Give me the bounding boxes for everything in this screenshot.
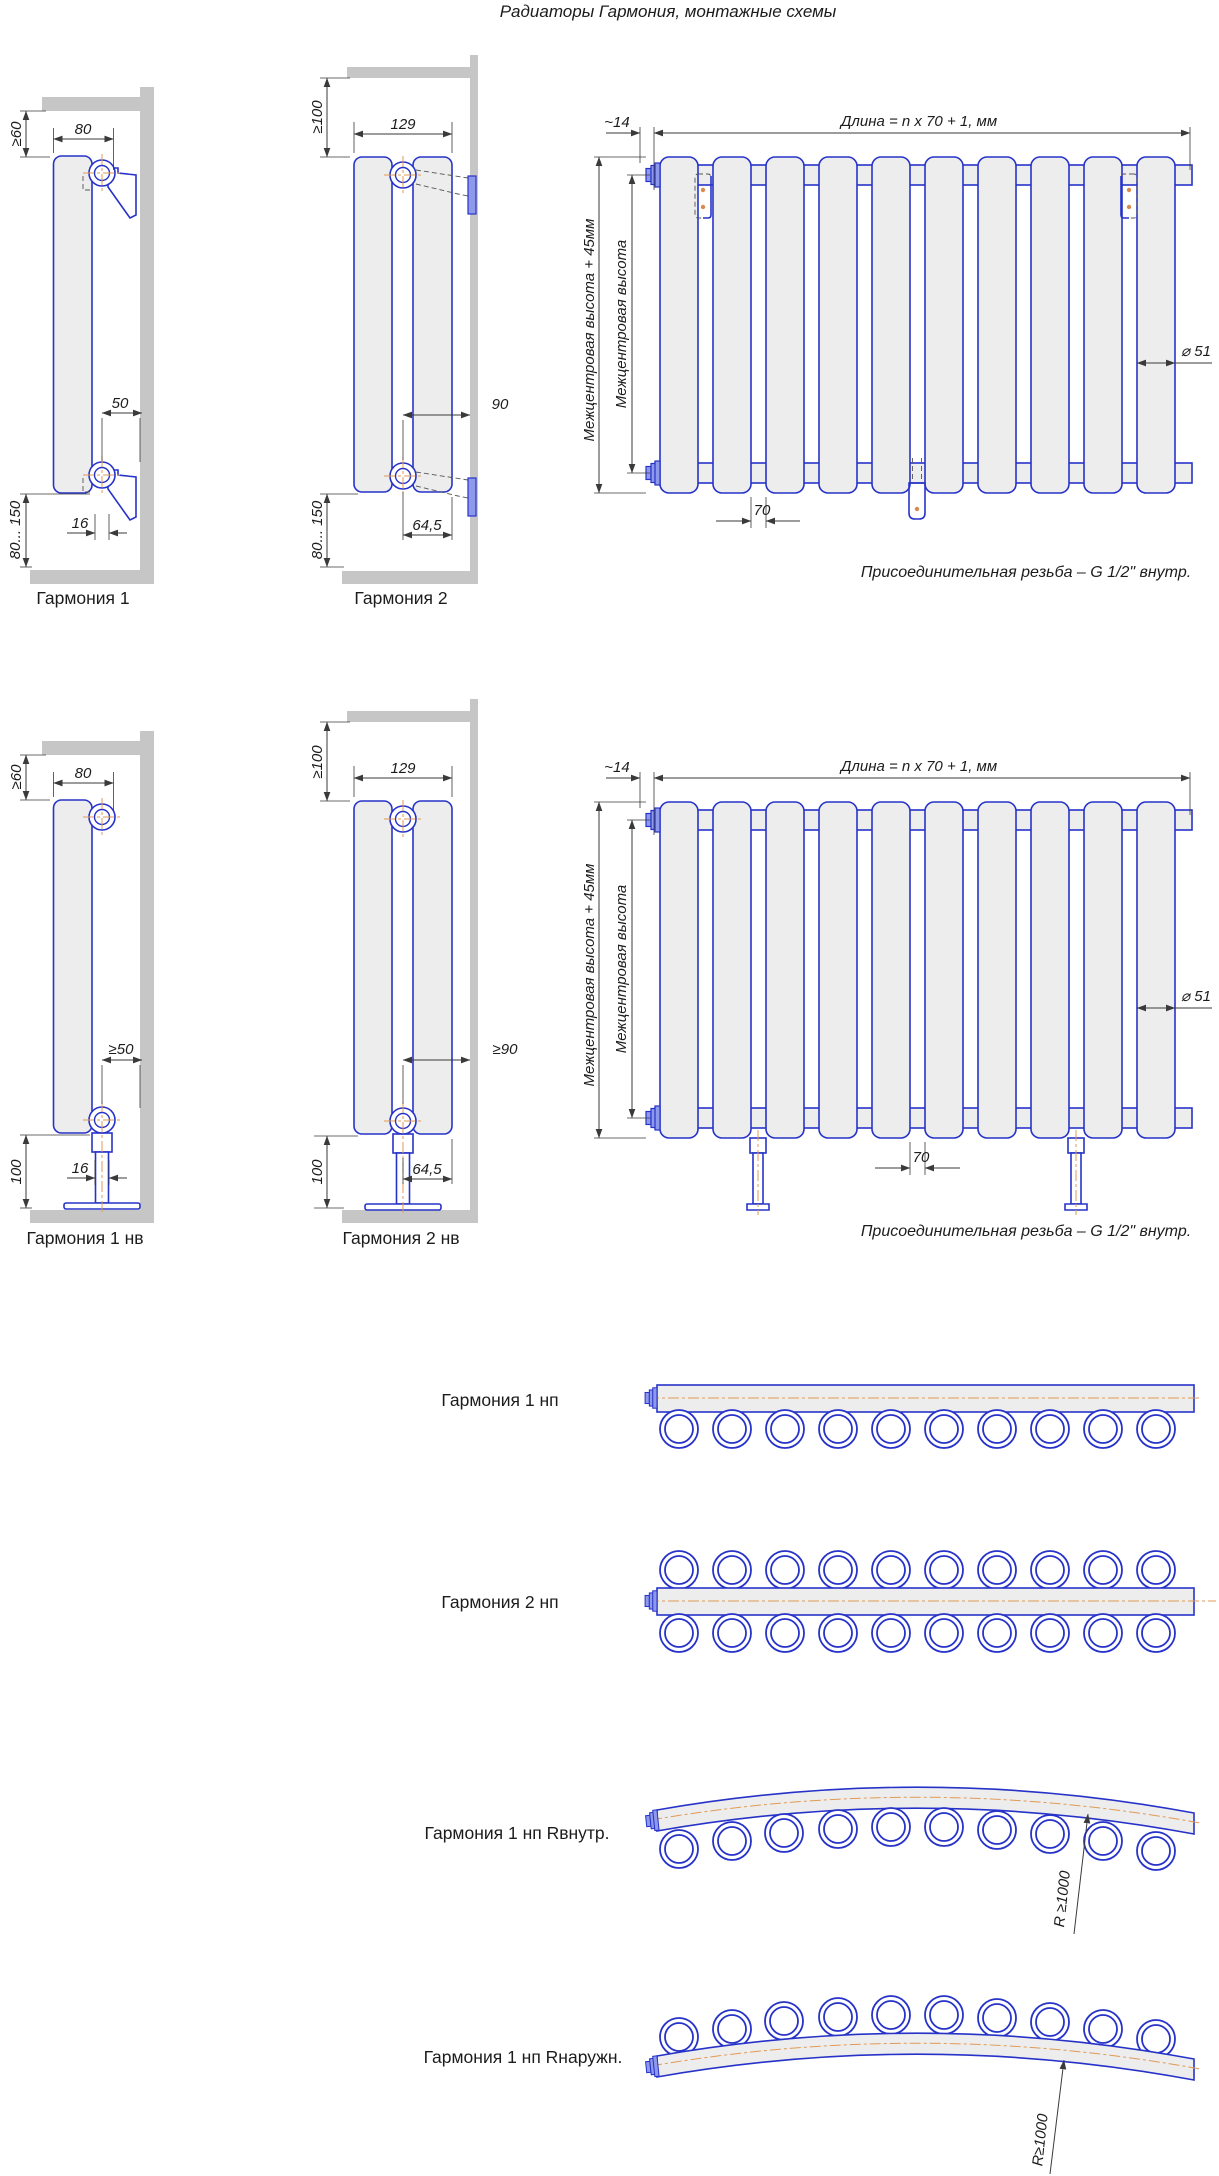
front-view-floor-mounted: ~14 Длина = n x 70 + 1, мм Межцентровая … [581, 758, 1212, 1240]
radius-leader [1073, 1813, 1091, 1935]
dim-length-formula: Длина = n x 70 + 1, мм [839, 758, 997, 775]
end-plug [644, 1809, 660, 1832]
radiator-column-rear [412, 800, 453, 1135]
radiator-column-front [353, 156, 393, 493]
dim-129: 129 [390, 116, 416, 133]
dim-80-150: 80... 150 [309, 500, 326, 559]
wall-bracket-top [107, 167, 137, 220]
dim-ge60: ≥60 [8, 121, 25, 147]
dim-ge60: ≥60 [8, 764, 25, 790]
end-plug [644, 1387, 658, 1409]
dim-length-formula: Длина = n x 70 + 1, мм [839, 113, 997, 130]
wall-section [140, 87, 154, 584]
dim-dia51: ⌀ 51 [1181, 988, 1211, 1005]
floor-leg-left [746, 1129, 770, 1216]
tube-circles-front [659, 1613, 1176, 1653]
dim-80-150: 80... 150 [7, 500, 24, 559]
dim-center-height-plus: Межцентровая высота + 45мм [581, 219, 598, 442]
tube-bank [659, 156, 1176, 494]
dim-ge100: ≥100 [309, 100, 326, 134]
dim-center-height: Межцентровая высота [613, 885, 630, 1054]
page-title: Радиаторы Гармония, монтажные схемы [500, 2, 837, 21]
radiator-column [52, 155, 93, 494]
label-garmoniya-2np: Гармония 2 нп [441, 1592, 558, 1612]
wall-bracket-plate-bottom [467, 477, 477, 517]
radiator-column-rear [412, 156, 453, 493]
dim-70: 70 [754, 502, 771, 519]
dim-center-height-plus: Межцентровая высота + 45мм [581, 864, 598, 1087]
diagram-garmoniya-1np-r-outer: Гармония 1 нп Rнаружн. R≥1000 [424, 1995, 1201, 2175]
dim-radius-outer: R≥1000 [1029, 2112, 1051, 2167]
dim-approx14: ~14 [604, 114, 629, 131]
diagram-garmoniya-2nv: ≥100 129 ≥90 64,5 100 Гармония 2 нв [309, 699, 518, 1248]
dim-ge90: ≥90 [493, 1041, 519, 1058]
dim-100: 100 [309, 1159, 326, 1185]
wall-bracket-plate-top [467, 175, 477, 215]
bottom-bracket [908, 458, 926, 520]
dim-129: 129 [390, 760, 416, 777]
ceiling-section [42, 97, 140, 111]
curved-collector-bar [656, 2032, 1195, 2081]
label-garmoniya-1np-rnaruzh: Гармония 1 нп Rнаружн. [424, 2047, 623, 2067]
dim-ge100: ≥100 [309, 745, 326, 779]
dim-16: 16 [72, 515, 89, 532]
diagram-garmoniya-1nv: ≥60 80 ≥50 16 100 Гармония 1 нв [8, 731, 154, 1248]
dim-90: 90 [492, 396, 509, 413]
label-garmoniya-2nv: Гармония 2 нв [342, 1228, 459, 1248]
radiator-column [52, 799, 93, 1134]
end-plug [644, 2055, 660, 2078]
front-view-wall-mounted: ~14 Длина = n x 70 + 1, мм Межцентровая … [581, 113, 1212, 581]
wall-bracket-bottom [107, 469, 137, 522]
dim-80: 80 [75, 765, 92, 782]
dim-64-5: 64,5 [412, 517, 442, 534]
dim-64-5: 64,5 [412, 1161, 442, 1178]
tube-circles [659, 1409, 1176, 1449]
dim-dia51: ⌀ 51 [1181, 343, 1211, 360]
diagram-garmoniya-1np: Гармония 1 нп [441, 1384, 1200, 1449]
tube-circles-rear [659, 1550, 1176, 1590]
radius-leader [1049, 2059, 1067, 2175]
dim-80: 80 [75, 121, 92, 138]
dim-center-height: Межцентровая высота [613, 240, 630, 409]
dim-ge50: ≥50 [109, 1041, 135, 1058]
diagram-garmoniya-1np-r-inner: Гармония 1 нп Rвнутр. R ≥1000 [424, 1786, 1201, 1935]
label-garmoniya-2: Гармония 2 [354, 588, 447, 608]
radiator-column-front [353, 800, 393, 1135]
curved-collector-bar [656, 1786, 1195, 1835]
thread-note: Присоединительная резьба – G 1/2" внутр. [861, 564, 1191, 581]
dim-50: 50 [112, 395, 129, 412]
dim-16: 16 [72, 1160, 89, 1177]
floor-leg-right [1064, 1129, 1088, 1216]
floor-section [30, 570, 154, 584]
dim-100: 100 [8, 1159, 25, 1185]
end-plug [644, 1590, 658, 1612]
thread-note: Присоединительная резьба – G 1/2" внутр. [861, 1223, 1191, 1240]
diagram-garmoniya-2np: Гармония 2 нп [441, 1550, 1216, 1653]
diagram-garmoniya-2: ≥100 129 90 64,5 80... 150 Гармония 2 [309, 55, 509, 608]
tube-bank [659, 801, 1176, 1139]
dim-radius-inner: R ≥1000 [1051, 1869, 1074, 1928]
label-garmoniya-1np: Гармония 1 нп [441, 1390, 558, 1410]
dim-70: 70 [913, 1149, 930, 1166]
diagram-garmoniya-1: ≥60 80 50 16 80... 150 Гармония 1 [7, 87, 154, 608]
dim-approx14: ~14 [604, 759, 629, 776]
label-garmoniya-1: Гармония 1 [36, 588, 129, 608]
label-garmoniya-1nv: Гармония 1 нв [26, 1228, 143, 1248]
label-garmoniya-1np-rvnutr: Гармония 1 нп Rвнутр. [424, 1823, 609, 1843]
